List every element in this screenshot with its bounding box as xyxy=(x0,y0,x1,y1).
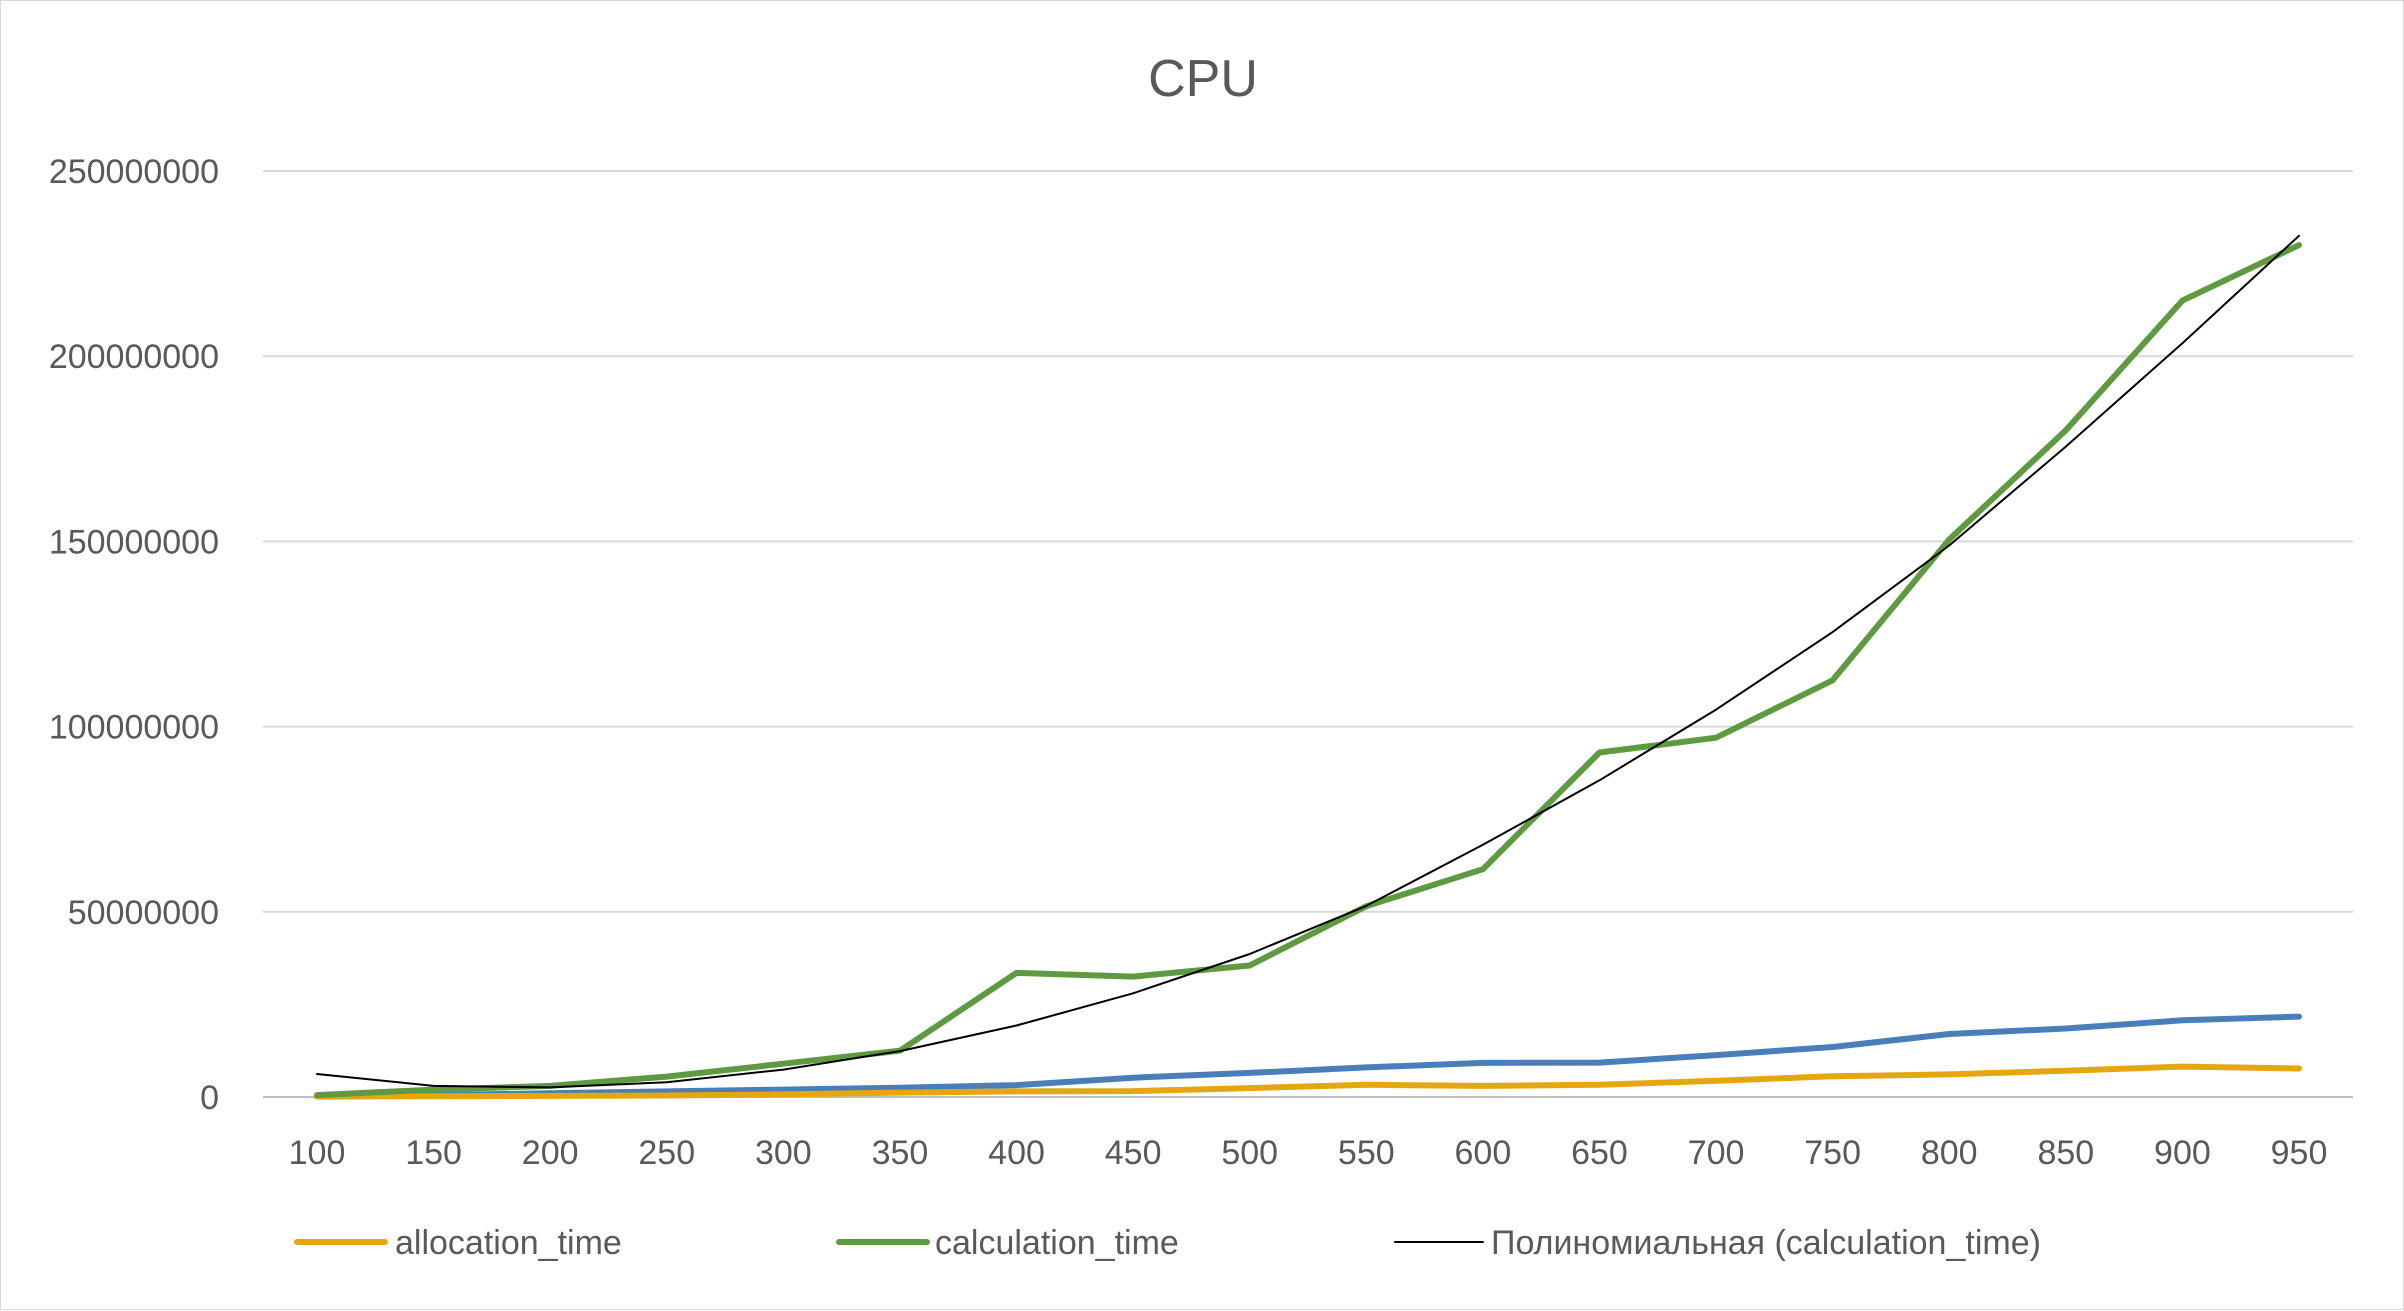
x-tick-label: 300 xyxy=(755,1134,812,1172)
x-tick-label: 600 xyxy=(1455,1134,1512,1172)
series-lines xyxy=(314,234,2302,1100)
x-tick-label: 350 xyxy=(872,1134,929,1172)
x-tick-label: 450 xyxy=(1105,1134,1162,1172)
series-line-calculation_time xyxy=(314,242,2302,1099)
x-tick-label: 900 xyxy=(2154,1134,2211,1172)
y-tick-label: 200000000 xyxy=(49,338,219,376)
x-tick-label: 700 xyxy=(1688,1134,1745,1172)
x-tick-label: 200 xyxy=(522,1134,579,1172)
legend-label: calculation_time xyxy=(935,1224,1179,1262)
chart-title: CPU xyxy=(1148,50,1258,108)
x-axis-ticks: 100 150 200 250 300 350 400 450 500 550 600 650 700 7… xyxy=(289,1134,2328,1172)
series-line-unnamed-0 xyxy=(314,1013,2302,1100)
x-tick-label: 950 xyxy=(2271,1134,2328,1172)
x-tick-label: 800 xyxy=(1921,1134,1978,1172)
x-tick-label: 400 xyxy=(988,1134,1045,1172)
x-tick-label: 750 xyxy=(1804,1134,1861,1172)
legend-label: Полиномиальная (calculation_time) xyxy=(1491,1224,2041,1262)
x-tick-label: 150 xyxy=(405,1134,462,1172)
gridlines xyxy=(263,170,2353,913)
x-tick-label: 250 xyxy=(638,1134,695,1172)
series-line-allocation_time xyxy=(314,1063,2302,1100)
x-tick-label: 550 xyxy=(1338,1134,1395,1172)
x-tick-label: 850 xyxy=(2037,1134,2094,1172)
y-tick-label: 150000000 xyxy=(49,523,219,561)
y-tick-label: 0 xyxy=(200,1079,219,1117)
y-tick-label: 250000000 xyxy=(49,153,219,191)
x-tick-label: 650 xyxy=(1571,1134,1628,1172)
y-axis-ticks: 0 50000000 100000000 150000000 200000000 2500… xyxy=(49,153,219,1117)
y-tick-label: 100000000 xyxy=(49,709,219,747)
x-tick-label: 500 xyxy=(1221,1134,1278,1172)
trendline-series-line xyxy=(316,234,2300,1089)
x-tick-label: 100 xyxy=(289,1134,346,1172)
legend-label: allocation_time xyxy=(395,1224,622,1262)
y-tick-label: 50000000 xyxy=(68,894,219,932)
legend: allocation_time calculation_time Полиномиа… xyxy=(294,1224,2041,1262)
